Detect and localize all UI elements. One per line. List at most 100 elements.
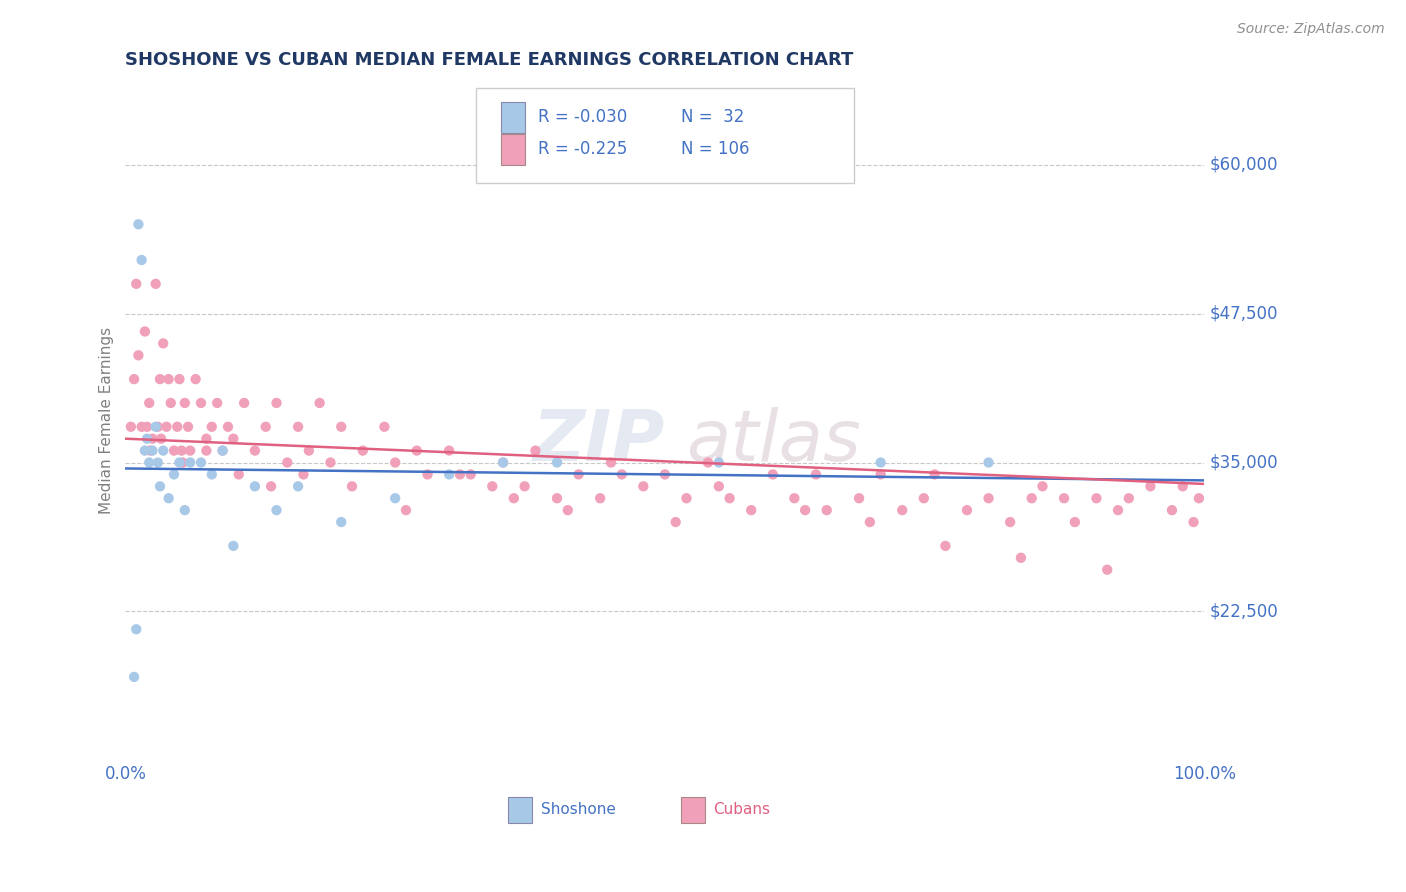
Point [190, 396, 212, 410]
Point [815, 503, 838, 517]
FancyBboxPatch shape [509, 797, 533, 822]
Point [1053, 491, 1076, 506]
Point [384, 491, 406, 506]
Point [125, 622, 148, 636]
Point [492, 456, 515, 470]
Point [859, 515, 882, 529]
Point [718, 491, 741, 506]
Point [138, 456, 160, 470]
Point [610, 467, 633, 482]
Text: atlas: atlas [686, 407, 860, 475]
Point [177, 419, 200, 434]
Point [384, 456, 406, 470]
Point [222, 432, 245, 446]
Point [266, 396, 288, 410]
Point [233, 396, 256, 410]
Point [783, 491, 806, 506]
Point [157, 372, 180, 386]
Point [416, 467, 439, 482]
Text: $35,000: $35,000 [1209, 453, 1278, 472]
Text: N =  32: N = 32 [681, 108, 744, 127]
Text: $22,500: $22,500 [1209, 602, 1278, 621]
Point [869, 456, 891, 470]
Point [141, 443, 163, 458]
Point [276, 456, 298, 470]
Point [173, 396, 195, 410]
Point [138, 396, 160, 410]
Point [707, 456, 730, 470]
Text: SHOSHONE VS CUBAN MEDIAN FEMALE EARNINGS CORRELATION CHART: SHOSHONE VS CUBAN MEDIAN FEMALE EARNINGS… [125, 51, 853, 69]
Point [152, 443, 174, 458]
Point [319, 456, 342, 470]
Point [546, 491, 568, 506]
Point [449, 467, 471, 482]
Point [308, 396, 330, 410]
Point [977, 491, 1000, 506]
Point [891, 503, 914, 517]
Point [665, 515, 688, 529]
Point [330, 515, 353, 529]
Point [589, 491, 612, 506]
Point [211, 443, 233, 458]
Point [139, 443, 162, 458]
Point [217, 419, 239, 434]
Point [163, 467, 186, 482]
Point [557, 503, 579, 517]
Point [1161, 503, 1184, 517]
Point [395, 503, 418, 517]
Point [195, 443, 218, 458]
Point [134, 325, 156, 339]
Point [127, 348, 149, 362]
Text: Cubans: Cubans [713, 802, 770, 817]
Point [141, 432, 163, 446]
Point [195, 432, 218, 446]
Point [804, 467, 827, 482]
Point [163, 443, 186, 458]
Point [352, 443, 374, 458]
Point [169, 372, 191, 386]
Point [184, 372, 207, 386]
Point [1031, 479, 1053, 493]
FancyBboxPatch shape [477, 88, 853, 183]
Point [998, 515, 1021, 529]
Point [145, 277, 167, 291]
Point [155, 419, 177, 434]
Point [292, 467, 315, 482]
Point [654, 467, 676, 482]
Point [568, 467, 591, 482]
Point [546, 456, 568, 470]
Point [405, 443, 427, 458]
Point [492, 456, 515, 470]
Point [330, 419, 353, 434]
Point [1182, 515, 1205, 529]
Point [127, 217, 149, 231]
Point [169, 456, 191, 470]
Point [794, 503, 817, 517]
Point [205, 396, 228, 410]
Point [1107, 503, 1129, 517]
Point [201, 419, 224, 434]
Point [260, 479, 283, 493]
Point [179, 443, 201, 458]
Point [924, 467, 946, 482]
Point [228, 467, 250, 482]
Point [675, 491, 697, 506]
Point [136, 419, 159, 434]
Point [190, 456, 212, 470]
Point [211, 443, 233, 458]
Point [131, 252, 153, 267]
Point [150, 432, 173, 446]
Point [513, 479, 536, 493]
Text: Shoshone: Shoshone [541, 802, 616, 817]
Point [149, 479, 172, 493]
Point [266, 503, 288, 517]
Point [298, 443, 321, 458]
Point [146, 456, 169, 470]
Point [170, 443, 193, 458]
Point [1139, 479, 1161, 493]
Text: ZIP: ZIP [533, 407, 665, 475]
Point [1010, 550, 1032, 565]
Point [437, 443, 460, 458]
Point [1021, 491, 1043, 506]
Point [243, 443, 266, 458]
